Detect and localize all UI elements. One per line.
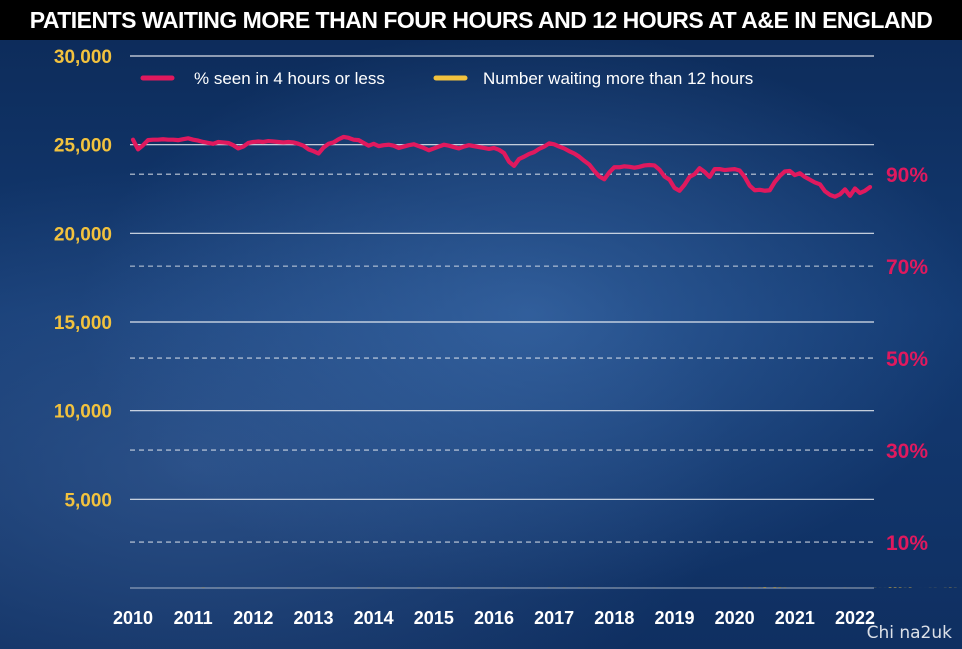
y-right-tick-label: 50%	[886, 348, 928, 371]
x-tick-label: 2020	[715, 608, 755, 628]
y-right-tick-label: 70%	[886, 256, 928, 279]
axes: 5,000 10,000 15,000 20,000 25,000 30,000 10% 30…	[54, 47, 928, 628]
y-left-tick-label: 20,000	[54, 224, 112, 245]
y-left-tick-label: 30,000	[54, 47, 112, 68]
x-tick-label: 2010	[113, 608, 153, 628]
x-tick-label: 2014	[354, 608, 394, 628]
y-left-tick-label: 15,000	[54, 313, 112, 334]
y-left-tick-label: 10,000	[54, 402, 112, 423]
bar-mark	[763, 587, 767, 588]
x-tick-label: 2022	[835, 608, 875, 628]
y-right-tick-label: 90%	[886, 164, 928, 187]
y-left-tick-label: 25,000	[54, 136, 112, 157]
y-right-tick-label: 10%	[886, 532, 928, 555]
line-series-4-hours	[130, 134, 873, 199]
x-tick-label: 2021	[775, 608, 815, 628]
x-tick-label: 2013	[293, 608, 333, 628]
x-tick-label: 2017	[534, 608, 574, 628]
legend: % seen in 4 hours or less Number waiting …	[140, 69, 753, 88]
line-series	[130, 134, 873, 199]
x-tick-label: 2015	[414, 608, 454, 628]
y-right-tick-label: 30%	[886, 440, 928, 463]
x-tick-label: 2016	[474, 608, 514, 628]
watermark-text: Chi na2uk	[866, 623, 952, 643]
chart-title: PATIENTS WAITING MORE THAN FOUR HOURS AN…	[0, 0, 962, 40]
gridlines	[130, 55, 874, 589]
x-tick-label: 2011	[174, 608, 213, 628]
x-tick-label: 2012	[233, 608, 273, 628]
x-tick-label: 2018	[594, 608, 634, 628]
legend-label-line: % seen in 4 hours or less	[194, 69, 385, 88]
y-left-tick-label: 5,000	[64, 490, 112, 511]
legend-label-bar: Number waiting more than 12 hours	[483, 69, 753, 88]
bar-mark	[888, 587, 892, 588]
bar-series	[166, 587, 962, 588]
bar-mark	[773, 587, 777, 588]
x-tick-label: 2019	[654, 608, 694, 628]
